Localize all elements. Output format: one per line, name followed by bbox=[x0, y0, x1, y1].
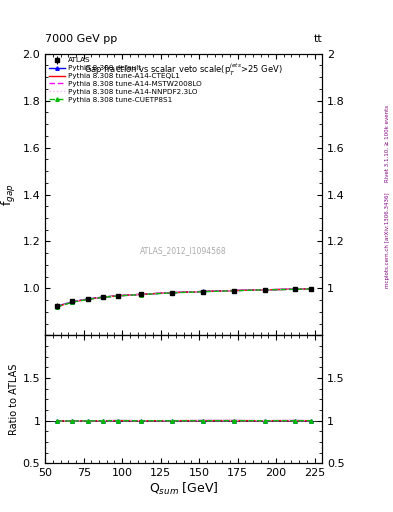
Pythia 8.308 tune-A14-CTEQL1 bbox=[54, 304, 59, 310]
Pythia 8.308 tune-A14-MSTW2008LO bbox=[309, 286, 313, 292]
Pythia 8.308 default bbox=[139, 291, 144, 297]
Pythia 8.308 tune-A14-CTEQL1 bbox=[139, 291, 144, 297]
X-axis label: Q$_{sum}$ [GeV]: Q$_{sum}$ [GeV] bbox=[149, 481, 219, 497]
Pythia 8.308 tune-A14-NNPDF2.3LO bbox=[170, 290, 174, 296]
Pythia 8.308 tune-A14-NNPDF2.3LO bbox=[309, 286, 313, 292]
Text: Gap fraction vs scalar veto scale(p$_T^{jets}$>25 GeV): Gap fraction vs scalar veto scale(p$_T^{… bbox=[84, 62, 283, 78]
Pythia 8.308 tune-CUETP8S1 bbox=[309, 286, 313, 292]
Pythia 8.308 tune-A14-MSTW2008LO bbox=[70, 299, 75, 305]
Line: Pythia 8.308 default: Pythia 8.308 default bbox=[55, 287, 312, 308]
Pythia 8.308 tune-A14-CTEQL1 bbox=[262, 287, 267, 293]
Pythia 8.308 tune-CUETP8S1 bbox=[231, 288, 236, 294]
Pythia 8.308 tune-CUETP8S1 bbox=[200, 289, 205, 295]
Pythia 8.308 default bbox=[101, 294, 105, 300]
Pythia 8.308 tune-A14-MSTW2008LO bbox=[116, 293, 121, 299]
Pythia 8.308 default bbox=[262, 287, 267, 293]
Text: mcplots.cern.ch [arXiv:1306.3436]: mcplots.cern.ch [arXiv:1306.3436] bbox=[385, 193, 389, 288]
Pythia 8.308 tune-A14-CTEQL1 bbox=[309, 286, 313, 292]
Text: ATLAS_2012_I1094568: ATLAS_2012_I1094568 bbox=[140, 246, 227, 255]
Pythia 8.308 tune-A14-MSTW2008LO bbox=[54, 304, 59, 310]
Pythia 8.308 tune-A14-NNPDF2.3LO bbox=[54, 304, 59, 310]
Pythia 8.308 default bbox=[293, 286, 298, 292]
Pythia 8.308 default bbox=[116, 293, 121, 299]
Pythia 8.308 tune-A14-CTEQL1 bbox=[101, 294, 105, 300]
Pythia 8.308 tune-A14-NNPDF2.3LO bbox=[116, 293, 121, 299]
Pythia 8.308 tune-CUETP8S1 bbox=[170, 290, 174, 296]
Line: Pythia 8.308 tune-A14-NNPDF2.3LO: Pythia 8.308 tune-A14-NNPDF2.3LO bbox=[57, 289, 311, 307]
Line: Pythia 8.308 tune-CUETP8S1: Pythia 8.308 tune-CUETP8S1 bbox=[55, 287, 312, 309]
Text: Rivet 3.1.10, ≥ 100k events: Rivet 3.1.10, ≥ 100k events bbox=[385, 105, 389, 182]
Pythia 8.308 tune-A14-CTEQL1 bbox=[231, 287, 236, 293]
Pythia 8.308 tune-A14-NNPDF2.3LO bbox=[101, 294, 105, 300]
Pythia 8.308 tune-A14-MSTW2008LO bbox=[200, 288, 205, 294]
Pythia 8.308 default bbox=[70, 298, 75, 305]
Pythia 8.308 default bbox=[200, 288, 205, 294]
Pythia 8.308 tune-A14-NNPDF2.3LO bbox=[231, 287, 236, 293]
Pythia 8.308 tune-A14-MSTW2008LO bbox=[85, 296, 90, 302]
Pythia 8.308 tune-CUETP8S1 bbox=[70, 299, 75, 305]
Pythia 8.308 default bbox=[231, 287, 236, 293]
Pythia 8.308 tune-A14-CTEQL1 bbox=[85, 296, 90, 302]
Pythia 8.308 tune-A14-CTEQL1 bbox=[170, 290, 174, 296]
Line: Pythia 8.308 tune-A14-CTEQL1: Pythia 8.308 tune-A14-CTEQL1 bbox=[57, 289, 311, 307]
Y-axis label: f$_{gap}$: f$_{gap}$ bbox=[0, 183, 18, 206]
Y-axis label: Ratio to ATLAS: Ratio to ATLAS bbox=[9, 364, 18, 435]
Pythia 8.308 tune-CUETP8S1 bbox=[101, 294, 105, 301]
Text: 7000 GeV pp: 7000 GeV pp bbox=[45, 33, 118, 44]
Pythia 8.308 tune-A14-MSTW2008LO bbox=[139, 291, 144, 297]
Pythia 8.308 tune-A14-NNPDF2.3LO bbox=[200, 288, 205, 294]
Text: tt: tt bbox=[314, 33, 322, 44]
Pythia 8.308 tune-A14-CTEQL1 bbox=[70, 299, 75, 305]
Pythia 8.308 tune-A14-NNPDF2.3LO bbox=[70, 299, 75, 305]
Pythia 8.308 tune-CUETP8S1 bbox=[139, 291, 144, 297]
Pythia 8.308 tune-A14-MSTW2008LO bbox=[231, 287, 236, 293]
Legend: ATLAS, Pythia 8.308 default, Pythia 8.308 tune-A14-CTEQL1, Pythia 8.308 tune-A14: ATLAS, Pythia 8.308 default, Pythia 8.30… bbox=[48, 56, 203, 104]
Pythia 8.308 tune-A14-MSTW2008LO bbox=[262, 287, 267, 293]
Pythia 8.308 tune-CUETP8S1 bbox=[54, 304, 59, 310]
Pythia 8.308 tune-A14-CTEQL1 bbox=[293, 286, 298, 292]
Pythia 8.308 tune-A14-NNPDF2.3LO bbox=[85, 296, 90, 302]
Pythia 8.308 tune-CUETP8S1 bbox=[293, 286, 298, 292]
Pythia 8.308 tune-A14-MSTW2008LO bbox=[170, 290, 174, 296]
Pythia 8.308 default bbox=[309, 286, 313, 292]
Pythia 8.308 tune-A14-MSTW2008LO bbox=[293, 286, 298, 292]
Pythia 8.308 tune-CUETP8S1 bbox=[262, 287, 267, 293]
Pythia 8.308 default bbox=[85, 296, 90, 302]
Pythia 8.308 tune-A14-NNPDF2.3LO bbox=[139, 291, 144, 297]
Pythia 8.308 default bbox=[170, 290, 174, 296]
Pythia 8.308 tune-A14-CTEQL1 bbox=[116, 293, 121, 299]
Pythia 8.308 tune-A14-NNPDF2.3LO bbox=[262, 287, 267, 293]
Pythia 8.308 tune-CUETP8S1 bbox=[116, 293, 121, 299]
Pythia 8.308 tune-CUETP8S1 bbox=[85, 296, 90, 303]
Line: Pythia 8.308 tune-A14-MSTW2008LO: Pythia 8.308 tune-A14-MSTW2008LO bbox=[57, 289, 311, 307]
Pythia 8.308 default bbox=[54, 303, 59, 309]
Pythia 8.308 tune-A14-CTEQL1 bbox=[200, 288, 205, 294]
Pythia 8.308 tune-A14-MSTW2008LO bbox=[101, 294, 105, 301]
Pythia 8.308 tune-A14-NNPDF2.3LO bbox=[293, 286, 298, 292]
